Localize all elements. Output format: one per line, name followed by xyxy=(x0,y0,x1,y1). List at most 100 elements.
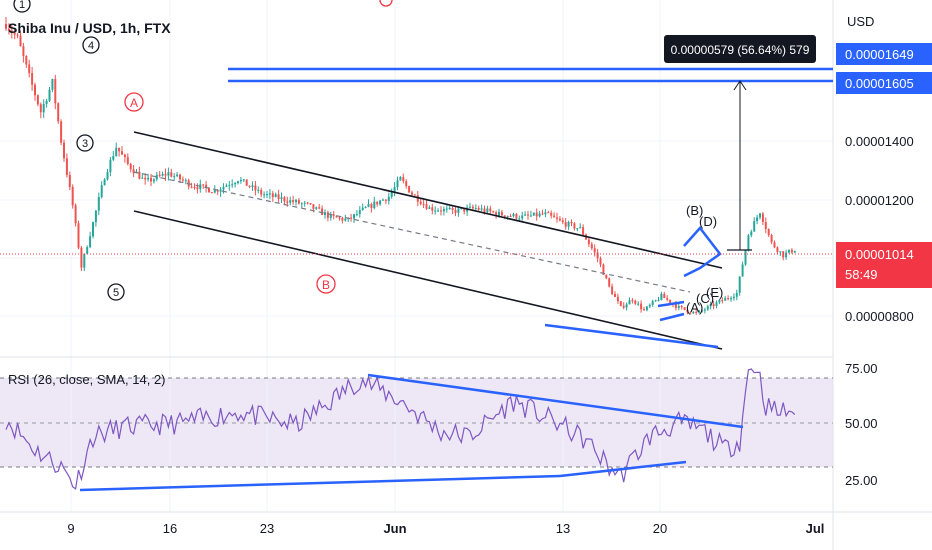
candle xyxy=(205,184,208,188)
candle xyxy=(532,212,535,216)
candle xyxy=(306,202,309,204)
candle xyxy=(666,298,669,300)
candle xyxy=(22,46,25,57)
candle xyxy=(263,194,266,196)
subwave-label-C: (C) xyxy=(696,291,714,306)
candle xyxy=(477,208,480,210)
candle xyxy=(750,231,753,236)
level-label-lower: 0.00001605 xyxy=(845,76,914,91)
candle xyxy=(703,309,706,311)
candle xyxy=(419,201,422,204)
candle xyxy=(756,217,759,222)
candle xyxy=(54,79,57,104)
candle xyxy=(42,103,45,113)
time-tick-4: 13 xyxy=(556,521,570,536)
rsi-pane xyxy=(0,368,833,492)
candle xyxy=(63,142,65,159)
candle xyxy=(692,311,695,314)
candle xyxy=(634,300,637,304)
candle xyxy=(271,193,274,197)
candle xyxy=(350,217,353,219)
candle xyxy=(428,207,431,209)
candle xyxy=(567,222,570,227)
candle xyxy=(338,217,341,219)
candle xyxy=(326,212,329,218)
candle xyxy=(457,208,460,213)
channel-lower-line xyxy=(133,210,723,350)
wave-labels: 1 4 3 5 A B (B) (D) (A) (C) (E) xyxy=(13,0,723,315)
candle xyxy=(393,187,396,193)
candle xyxy=(176,174,179,177)
candle xyxy=(329,214,332,218)
candle xyxy=(463,208,466,212)
candle xyxy=(509,215,512,217)
candle xyxy=(521,215,524,219)
candle xyxy=(553,215,556,218)
candle xyxy=(370,204,373,208)
candle xyxy=(173,176,176,178)
candle xyxy=(448,207,451,209)
candle xyxy=(674,304,677,308)
candle xyxy=(36,95,39,105)
candle xyxy=(364,206,367,208)
candle xyxy=(286,201,289,203)
candle xyxy=(324,212,326,215)
candle xyxy=(83,253,86,268)
candle xyxy=(387,196,390,201)
candle xyxy=(747,235,750,250)
rsi-title[interactable]: RSI (26, close, SMA, 14, 2) xyxy=(8,372,166,387)
candle xyxy=(92,222,94,237)
candle xyxy=(593,248,596,253)
small-channel-upper xyxy=(657,300,685,308)
candle xyxy=(602,264,605,275)
candle xyxy=(31,73,34,85)
candle xyxy=(495,212,498,216)
wave-label-5: 5 xyxy=(107,283,125,301)
time-axis[interactable]: 9 16 23 Jun 13 20 Jul xyxy=(67,521,824,536)
candle xyxy=(524,214,527,216)
candle xyxy=(648,304,651,307)
candle xyxy=(764,221,767,230)
candle xyxy=(680,306,683,308)
candle xyxy=(683,307,686,310)
symbol-title[interactable]: Shiba Inu / USD, 1h, FTX xyxy=(8,20,171,36)
candle xyxy=(216,190,219,192)
candle xyxy=(500,211,503,216)
price-axis[interactable]: USD 0.00001649 0.00001605 0.00001400 0.0… xyxy=(836,14,932,488)
candle xyxy=(759,213,761,218)
candle xyxy=(396,180,399,188)
candle xyxy=(440,210,442,212)
candle xyxy=(86,247,89,254)
candle xyxy=(654,300,657,302)
candle xyxy=(564,222,567,227)
candle xyxy=(561,220,564,223)
candle xyxy=(237,181,239,184)
candlestick-series xyxy=(5,17,796,315)
candle xyxy=(161,173,164,176)
candle xyxy=(753,221,756,232)
time-tick-0: 9 xyxy=(67,521,74,536)
candle xyxy=(727,298,730,300)
candle xyxy=(100,185,103,198)
candle xyxy=(422,203,425,205)
candle xyxy=(57,103,60,122)
candle xyxy=(5,24,7,29)
candle xyxy=(268,193,271,195)
candle xyxy=(405,181,408,187)
candle xyxy=(234,183,237,185)
candle xyxy=(596,252,599,259)
candle xyxy=(527,214,529,216)
candle xyxy=(74,205,77,224)
candle xyxy=(628,300,631,305)
candle xyxy=(451,207,454,210)
svg-text:5: 5 xyxy=(113,287,119,299)
candle xyxy=(715,302,718,306)
candle xyxy=(622,305,625,308)
price-tick-0: 0.00001400 xyxy=(845,134,914,149)
candle xyxy=(434,210,437,212)
candle xyxy=(315,207,318,209)
candle xyxy=(16,34,19,36)
candle xyxy=(538,213,541,217)
candle xyxy=(512,213,515,217)
